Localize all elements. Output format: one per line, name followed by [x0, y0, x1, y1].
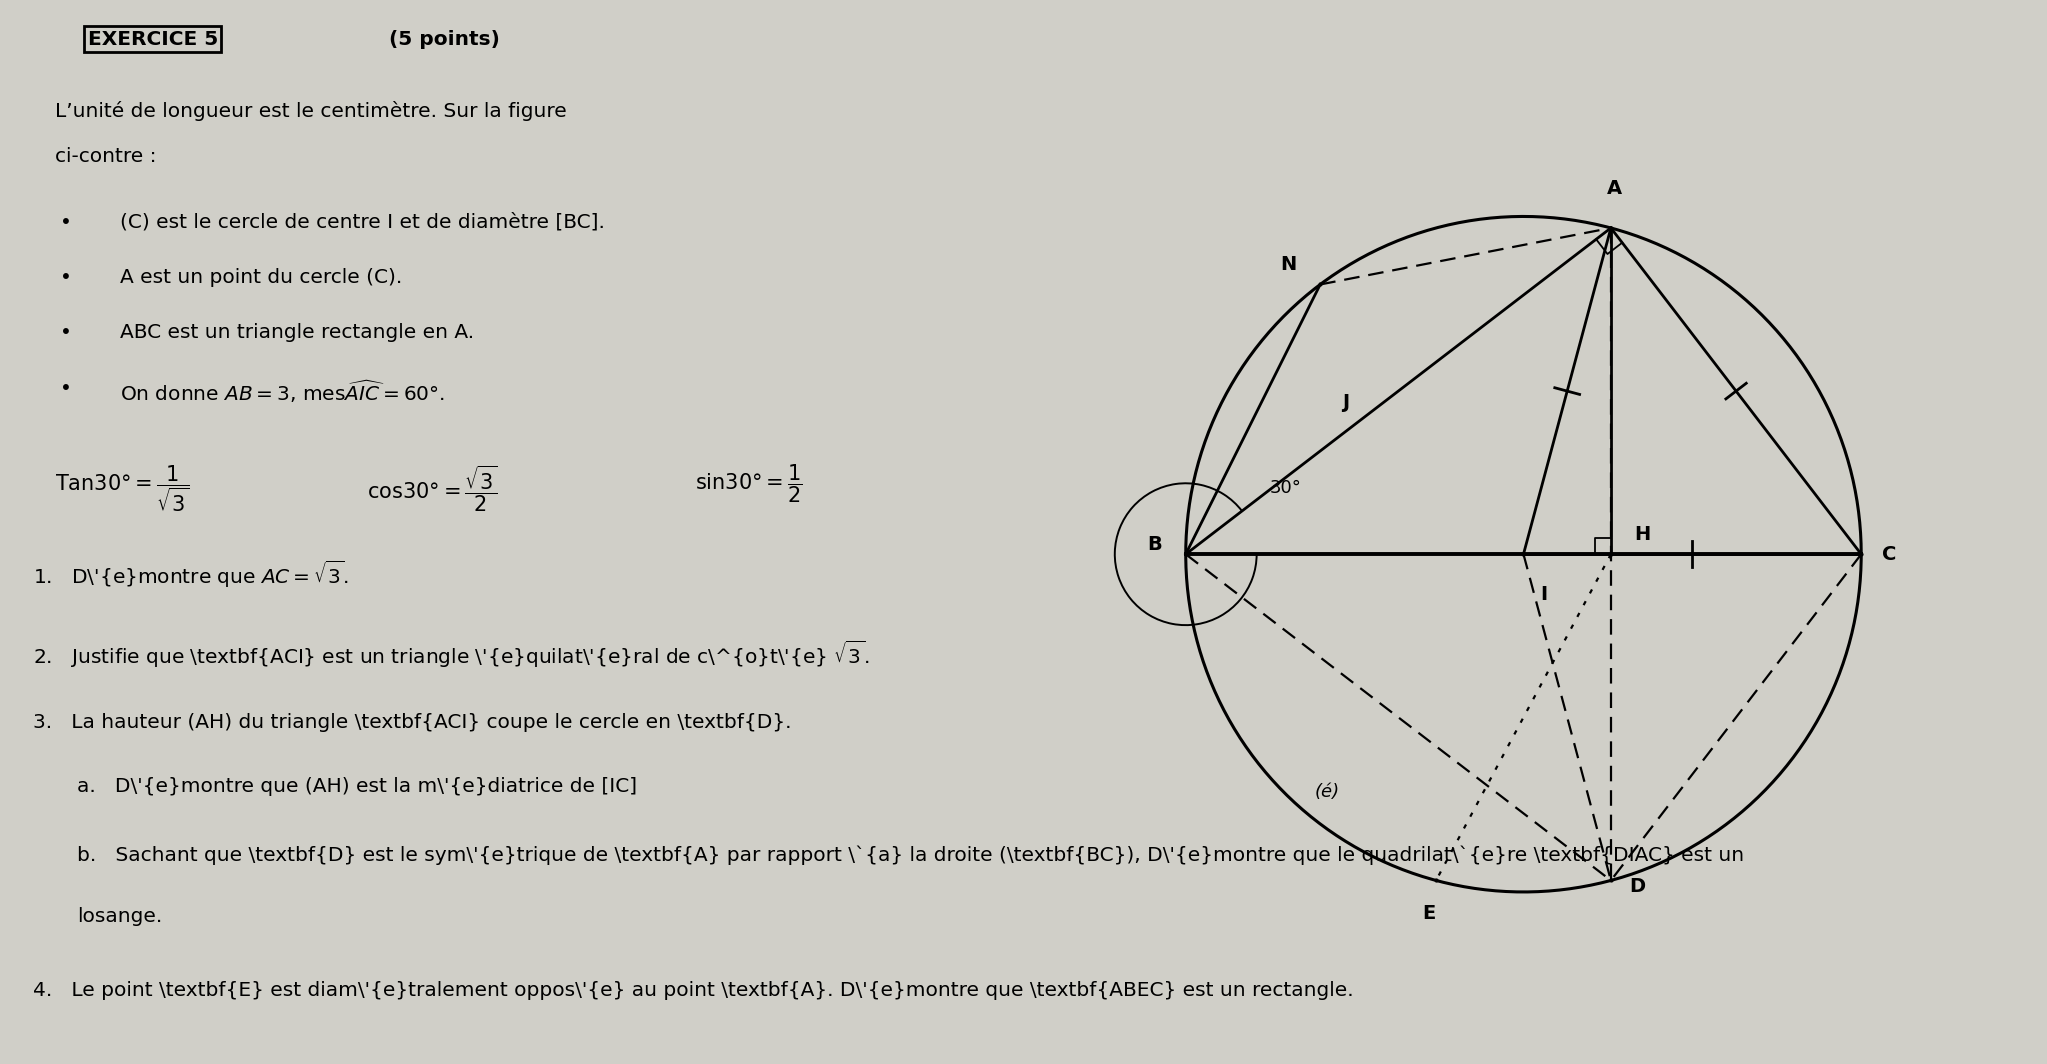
- Text: J: J: [1341, 393, 1349, 412]
- Text: D: D: [1629, 877, 1646, 896]
- Text: 2.   Justifie que \textbf{ACI} est un triangle \'{e}quilat\'{e}ral de c\^{o}t\'{: 2. Justifie que \textbf{ACI} est un tria…: [33, 638, 870, 669]
- Text: A: A: [1607, 179, 1621, 198]
- Text: •: •: [59, 379, 72, 398]
- Text: C: C: [1881, 545, 1896, 564]
- Text: •: •: [59, 323, 72, 343]
- Text: 3.   La hauteur (AH) du triangle \textbf{ACI} coupe le cercle en \textbf{D}.: 3. La hauteur (AH) du triangle \textbf{A…: [33, 713, 792, 732]
- Text: (C) est le cercle de centre I et de diamètre [BC].: (C) est le cercle de centre I et de diam…: [121, 213, 606, 232]
- Text: H: H: [1636, 525, 1650, 544]
- Text: •: •: [59, 268, 72, 287]
- Text: ABC est un triangle rectangle en A.: ABC est un triangle rectangle en A.: [121, 323, 475, 343]
- Text: L’unité de longueur est le centimètre. Sur la figure: L’unité de longueur est le centimètre. S…: [55, 101, 567, 121]
- Text: On donne $AB = 3$, mes$\widehat{AIC} = 60°$.: On donne $AB = 3$, mes$\widehat{AIC} = 6…: [121, 379, 446, 405]
- Text: a.   D\'{e}montre que (AH) est la m\'{e}diatrice de [IC]: a. D\'{e}montre que (AH) est la m\'{e}di…: [76, 777, 637, 796]
- Text: losange.: losange.: [76, 907, 162, 926]
- Text: 4.   Le point \textbf{E} est diam\'{e}tralement oppos\'{e} au point \textbf{A}. : 4. Le point \textbf{E} est diam\'{e}tral…: [33, 981, 1353, 1000]
- Text: B: B: [1146, 534, 1163, 553]
- Text: EXERCICE 5: EXERCICE 5: [88, 30, 217, 49]
- Text: A est un point du cercle (C).: A est un point du cercle (C).: [121, 268, 403, 287]
- Text: b.   Sachant que \textbf{D} est le sym\'{e}trique de \textbf{A} par rapport \`{a: b. Sachant que \textbf{D} est le sym\'{e…: [76, 846, 1744, 865]
- Text: 1.   D\'{e}montre que $AC = \sqrt{3}$.: 1. D\'{e}montre que $AC = \sqrt{3}$.: [33, 559, 348, 589]
- Text: $\mathrm{sin30°=\dfrac{1}{2}}$: $\mathrm{sin30°=\dfrac{1}{2}}$: [696, 463, 802, 505]
- Text: N: N: [1279, 255, 1296, 275]
- Text: ci-contre :: ci-contre :: [55, 147, 156, 166]
- Text: (é): (é): [1314, 783, 1341, 801]
- Text: (5 points): (5 points): [389, 30, 499, 49]
- Text: I: I: [1541, 584, 1548, 603]
- Text: 30°: 30°: [1269, 480, 1302, 497]
- Text: $\mathrm{cos30°=\dfrac{\sqrt{3}}{2}}$: $\mathrm{cos30°=\dfrac{\sqrt{3}}{2}}$: [366, 463, 497, 514]
- Text: E: E: [1423, 904, 1435, 924]
- Text: $\mathrm{Tan30°=\dfrac{1}{\sqrt{3}}}$: $\mathrm{Tan30°=\dfrac{1}{\sqrt{3}}}$: [55, 463, 188, 514]
- Text: •: •: [59, 213, 72, 232]
